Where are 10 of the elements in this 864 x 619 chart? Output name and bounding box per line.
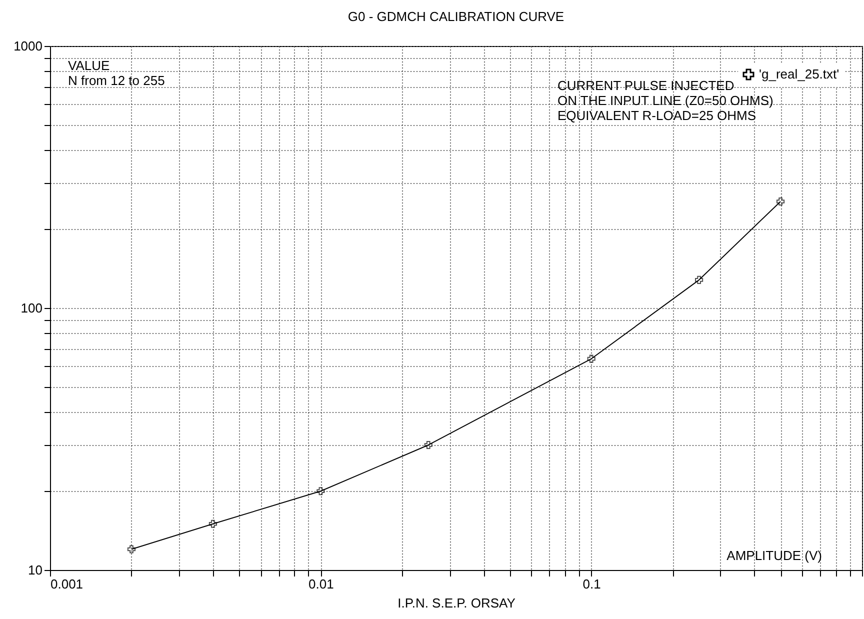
x-tick-label: 0.01	[308, 576, 334, 592]
y-tick-label: 100	[20, 300, 42, 316]
annotation: AMPLITUDE (V)	[726, 548, 822, 563]
x-axis-title: I.P.N. S.E.P. ORSAY	[398, 596, 516, 610]
y-tick-label: 1000	[14, 38, 42, 54]
chart-title: G0 - GDMCH CALIBRATION CURVE	[348, 9, 564, 24]
annotation: VALUE N from 12 to 255	[68, 58, 165, 88]
x-tick-label: 0.001	[50, 576, 84, 592]
y-tick-label: 10	[28, 562, 42, 578]
x-tick-label: 0.1	[582, 576, 601, 592]
